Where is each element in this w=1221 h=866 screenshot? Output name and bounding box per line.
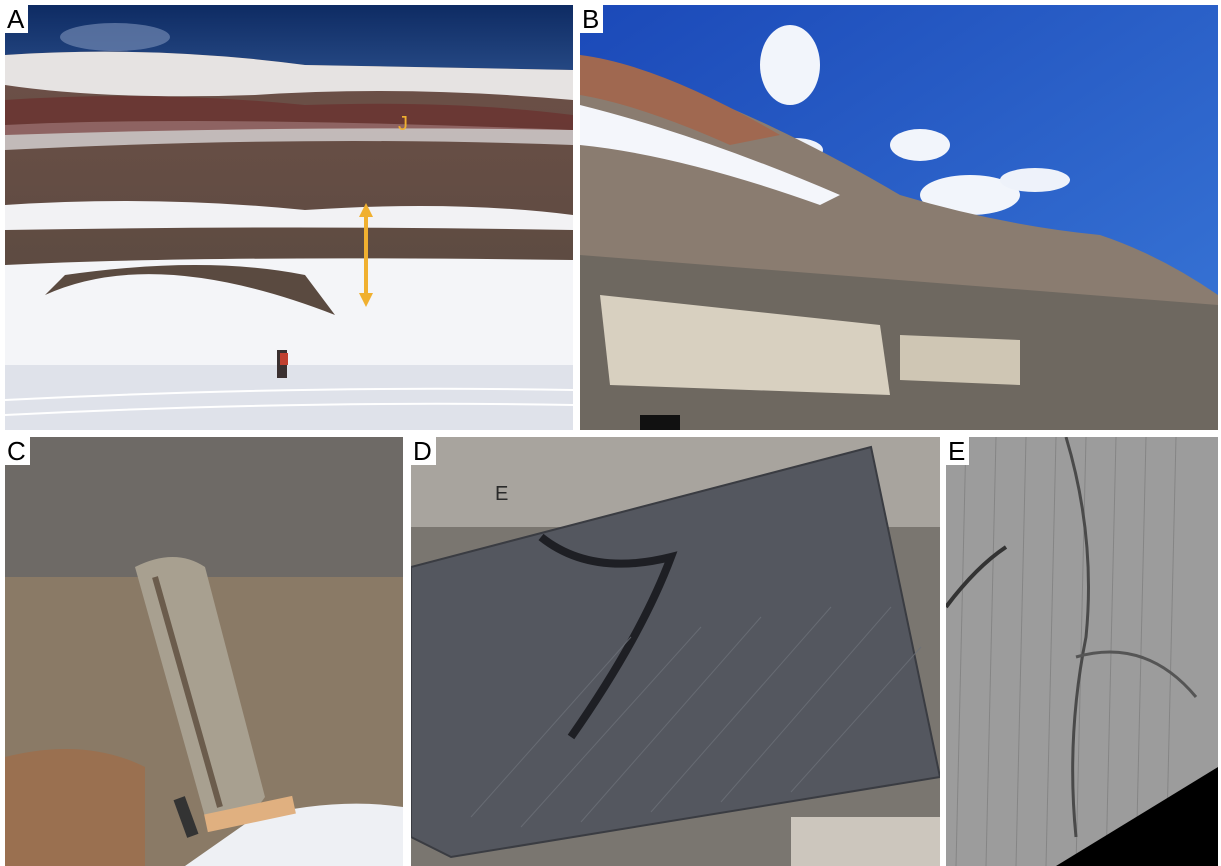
photo-fossil-closeup (946, 437, 1218, 866)
panel-b: B (580, 5, 1218, 430)
photo-slope (580, 5, 1218, 430)
panel-label: B (580, 5, 604, 33)
annotation: E (495, 483, 509, 505)
panel-d: D E (411, 437, 940, 866)
panel-label: D (411, 437, 436, 465)
panel-label: E (946, 437, 970, 465)
panel-a: A J (5, 5, 573, 430)
photo-slab (411, 437, 940, 866)
panel-label: A (5, 5, 29, 33)
panel-e: E (946, 437, 1218, 866)
photo-cliff (5, 5, 573, 430)
panel-label: C (5, 437, 30, 465)
photo-fossil-trunk (5, 437, 403, 866)
panel-c: C (5, 437, 403, 866)
annotation: J (398, 113, 408, 135)
